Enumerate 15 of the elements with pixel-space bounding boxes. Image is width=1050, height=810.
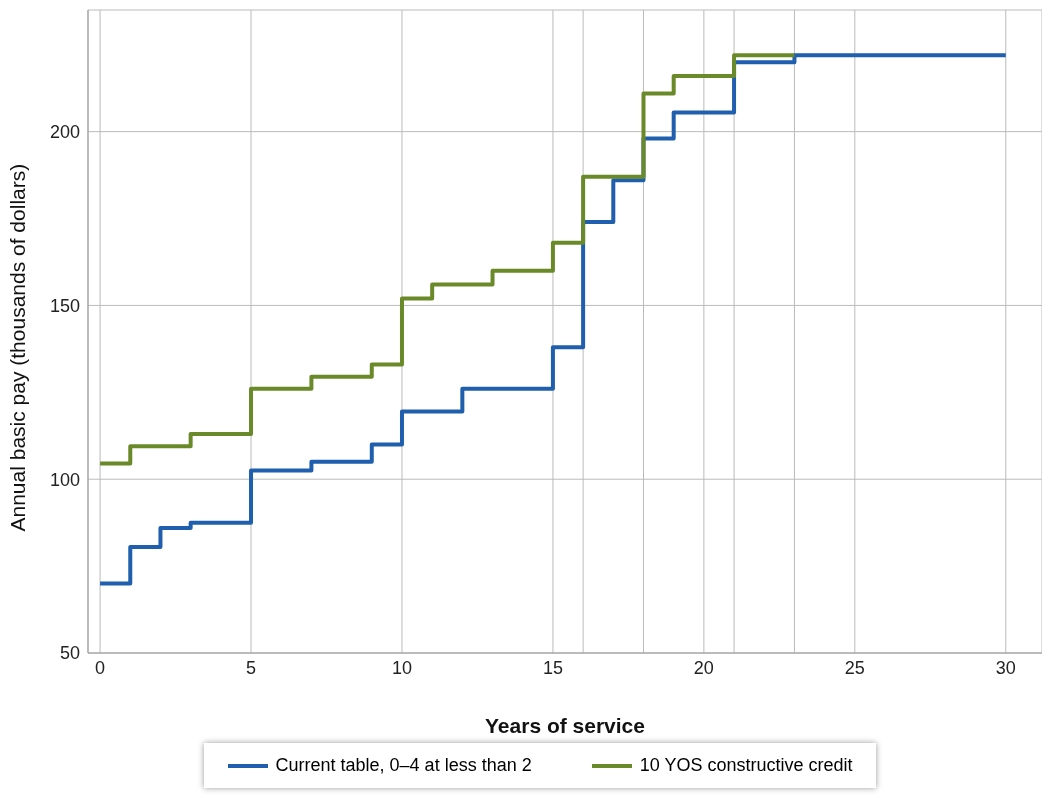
x-tick-label: 15 [542,657,563,678]
x-tick-label: 25 [844,657,865,678]
y-axis-title: Annual basic pay (thousands of dollars) [6,163,30,532]
legend-label: Current table, 0–4 at less than 2 [275,755,532,776]
y-tick-label: 50 [59,643,80,664]
x-tick-label: 0 [95,657,106,678]
y-tick-label: 200 [49,122,80,143]
x-tick-label: 20 [693,657,714,678]
y-tick-label: 100 [49,469,80,490]
y-tick-label: 150 [49,295,80,316]
legend-label: 10 YOS constructive credit [639,755,853,776]
x-tick-label: 30 [995,657,1016,678]
x-tick-label: 5 [246,657,257,678]
x-axis-title: Years of service [485,714,645,737]
x-tick-label: 10 [391,657,412,678]
